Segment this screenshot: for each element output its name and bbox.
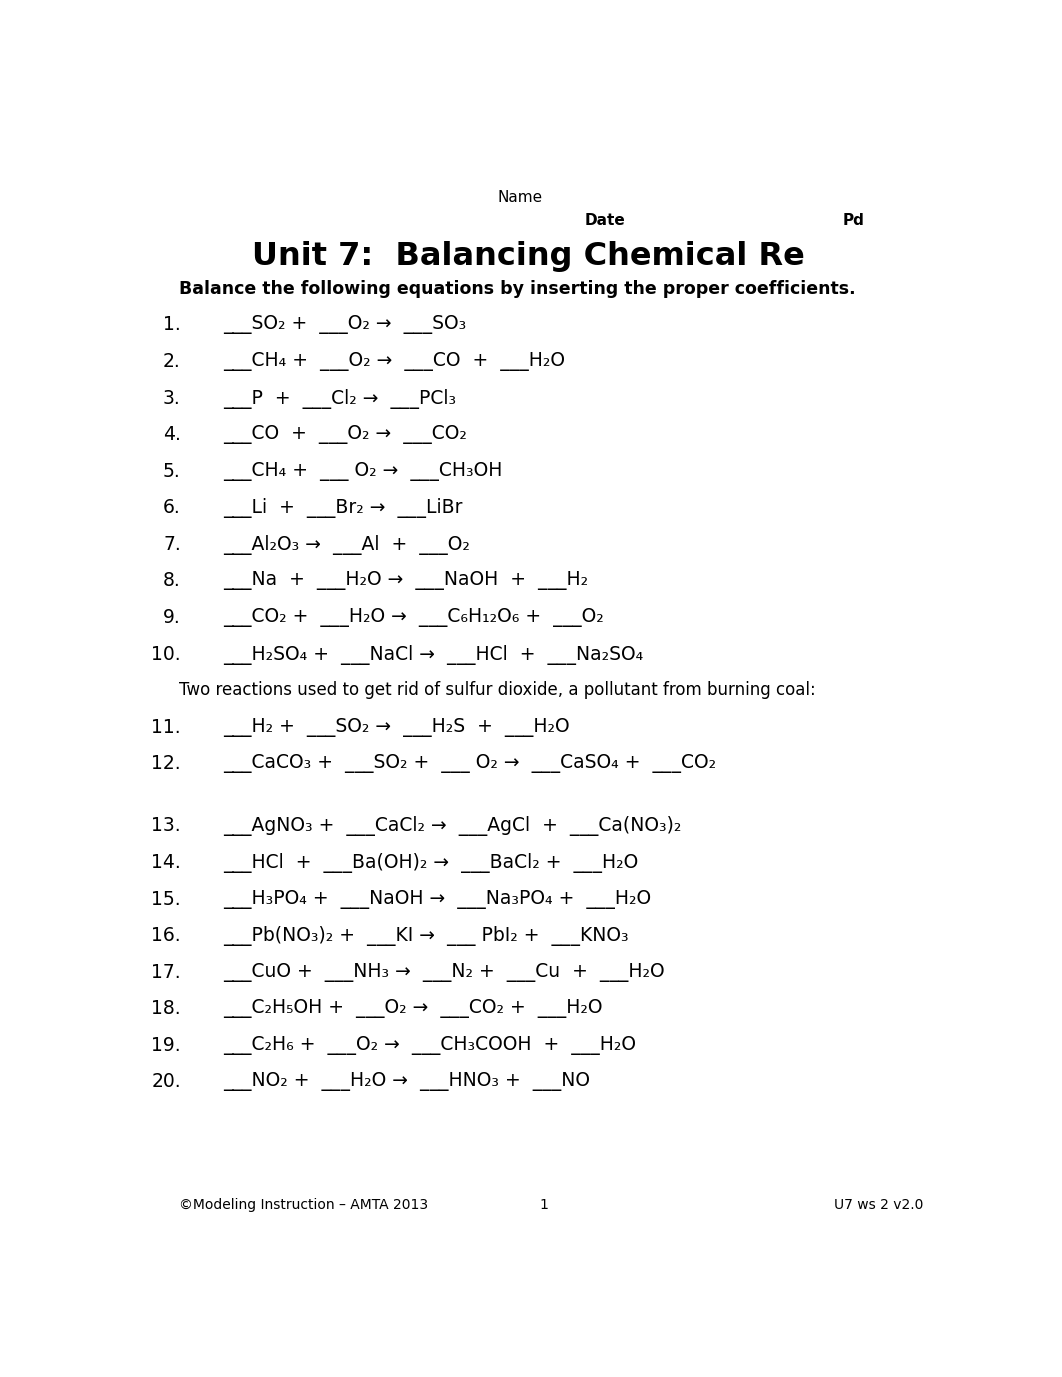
Text: 13.: 13.: [151, 817, 181, 836]
Text: 20.: 20.: [151, 1073, 181, 1092]
Text: Date: Date: [585, 213, 626, 229]
Text: ___CuO +  ___NH₃ →  ___N₂ +  ___Cu  +  ___H₂O: ___CuO + ___NH₃ → ___N₂ + ___Cu + ___H₂O: [223, 963, 665, 982]
Text: ___C₂H₅OH +  ___O₂ →  ___CO₂ +  ___H₂O: ___C₂H₅OH + ___O₂ → ___CO₂ + ___H₂O: [223, 1000, 603, 1019]
Text: Name: Name: [498, 190, 543, 205]
Text: 17.: 17.: [151, 963, 181, 982]
Text: 15.: 15.: [151, 890, 181, 909]
Text: 2.: 2.: [164, 353, 181, 370]
Text: ___HCl  +  ___Ba(OH)₂ →  ___BaCl₂ +  ___H₂O: ___HCl + ___Ba(OH)₂ → ___BaCl₂ + ___H₂O: [223, 852, 638, 873]
Text: ___H₂SO₄ +  ___NaCl →  ___HCl  +  ___Na₂SO₄: ___H₂SO₄ + ___NaCl → ___HCl + ___Na₂SO₄: [223, 644, 644, 665]
Text: Unit 7:  Balancing Chemical Re: Unit 7: Balancing Chemical Re: [252, 241, 804, 273]
Text: 9.: 9.: [164, 609, 181, 627]
Text: ___CO  +  ___O₂ →  ___CO₂: ___CO + ___O₂ → ___CO₂: [223, 425, 467, 445]
Text: 4.: 4.: [162, 425, 181, 445]
Text: ___H₂ +  ___SO₂ →  ___H₂S  +  ___H₂O: ___H₂ + ___SO₂ → ___H₂S + ___H₂O: [223, 717, 570, 737]
Text: ___CH₄ +  ___ O₂ →  ___CH₃OH: ___CH₄ + ___ O₂ → ___CH₃OH: [223, 461, 502, 481]
Text: Two reactions used to get rid of sulfur dioxide, a pollutant from burning coal:: Two reactions used to get rid of sulfur …: [179, 682, 816, 700]
Text: ___AgNO₃ +  ___CaCl₂ →  ___AgCl  +  ___Ca(NO₃)₂: ___AgNO₃ + ___CaCl₂ → ___AgCl + ___Ca(NO…: [223, 817, 682, 836]
Text: 14.: 14.: [151, 852, 181, 872]
Text: 18.: 18.: [151, 1000, 181, 1019]
Text: U7 ws 2 v2.0: U7 ws 2 v2.0: [834, 1198, 923, 1212]
Text: 6.: 6.: [164, 498, 181, 518]
Text: 8.: 8.: [164, 571, 181, 591]
Text: ___CaCO₃ +  ___SO₂ +  ___ O₂ →  ___CaSO₄ +  ___CO₂: ___CaCO₃ + ___SO₂ + ___ O₂ → ___CaSO₄ + …: [223, 755, 717, 774]
Text: 5.: 5.: [164, 461, 181, 481]
Text: 19.: 19.: [151, 1036, 181, 1055]
Text: Balance the following equations by inserting the proper coefficients.: Balance the following equations by inser…: [179, 280, 856, 297]
Text: ___Na  +  ___H₂O →  ___NaOH  +  ___H₂: ___Na + ___H₂O → ___NaOH + ___H₂: [223, 571, 588, 591]
Text: ___CO₂ +  ___H₂O →  ___C₆H₁₂O₆ +  ___O₂: ___CO₂ + ___H₂O → ___C₆H₁₂O₆ + ___O₂: [223, 609, 604, 627]
Text: ___SO₂ +  ___O₂ →  ___SO₃: ___SO₂ + ___O₂ → ___SO₃: [223, 315, 466, 335]
Text: ___H₃PO₄ +  ___NaOH →  ___Na₃PO₄ +  ___H₂O: ___H₃PO₄ + ___NaOH → ___Na₃PO₄ + ___H₂O: [223, 890, 652, 909]
Text: Pd: Pd: [842, 213, 864, 229]
Text: 10.: 10.: [151, 644, 181, 664]
Text: ___CH₄ +  ___O₂ →  ___CO  +  ___H₂O: ___CH₄ + ___O₂ → ___CO + ___H₂O: [223, 353, 565, 370]
Text: ___Li  +  ___Br₂ →  ___LiBr: ___Li + ___Br₂ → ___LiBr: [223, 498, 463, 518]
Text: ___Pb(NO₃)₂ +  ___KI →  ___ PbI₂ +  ___KNO₃: ___Pb(NO₃)₂ + ___KI → ___ PbI₂ + ___KNO₃: [223, 927, 629, 946]
Text: 7.: 7.: [164, 534, 181, 554]
Text: ©Modeling Instruction – AMTA 2013: ©Modeling Instruction – AMTA 2013: [179, 1198, 428, 1212]
Text: ___NO₂ +  ___H₂O →  ___HNO₃ +  ___NO: ___NO₂ + ___H₂O → ___HNO₃ + ___NO: [223, 1073, 590, 1092]
Text: 12.: 12.: [151, 755, 181, 774]
Text: ___Al₂O₃ →  ___Al  +  ___O₂: ___Al₂O₃ → ___Al + ___O₂: [223, 534, 470, 555]
Text: ___P  +  ___Cl₂ →  ___PCl₃: ___P + ___Cl₂ → ___PCl₃: [223, 388, 457, 409]
Text: 1: 1: [539, 1198, 549, 1212]
Text: ___C₂H₆ +  ___O₂ →  ___CH₃COOH  +  ___H₂O: ___C₂H₆ + ___O₂ → ___CH₃COOH + ___H₂O: [223, 1036, 636, 1055]
Text: 3.: 3.: [164, 388, 181, 408]
Text: 1.: 1.: [164, 315, 181, 335]
Text: 16.: 16.: [151, 927, 181, 945]
Text: 11.: 11.: [151, 717, 181, 737]
